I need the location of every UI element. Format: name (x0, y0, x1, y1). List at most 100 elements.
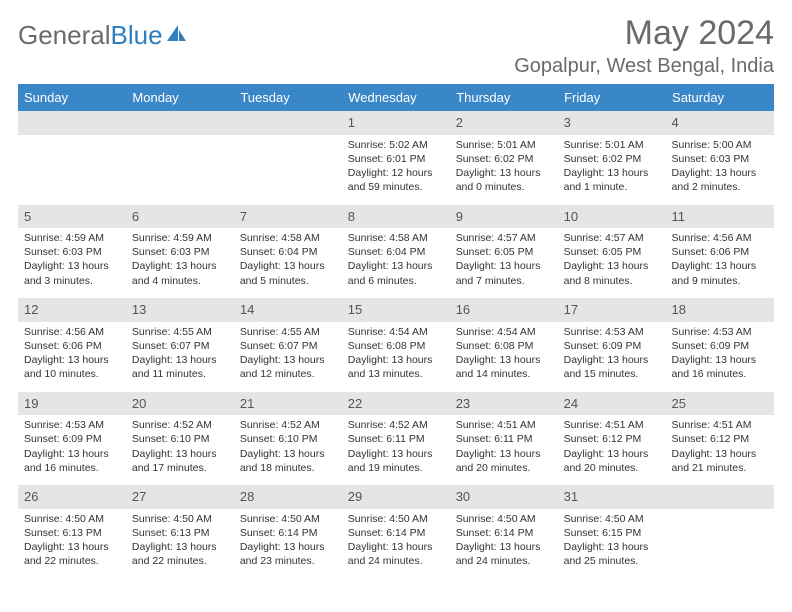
sunset-text: Sunset: 6:09 PM (564, 339, 660, 353)
day-data-cell: Sunrise: 5:01 AMSunset: 6:02 PMDaylight:… (450, 135, 558, 205)
sunset-text: Sunset: 6:15 PM (564, 526, 660, 540)
sunset-text: Sunset: 6:05 PM (564, 245, 660, 259)
sunrise-text: Sunrise: 4:55 AM (132, 325, 228, 339)
day-data-cell: Sunrise: 4:57 AMSunset: 6:05 PMDaylight:… (450, 228, 558, 298)
day-data-row: Sunrise: 5:02 AMSunset: 6:01 PM Daylight:… (18, 135, 774, 205)
sunset-text: Sunset: 6:09 PM (672, 339, 768, 353)
sunset-text: Sunset: 6:12 PM (672, 432, 768, 446)
day-number-cell (126, 111, 234, 135)
sunrise-text: Sunrise: 4:57 AM (456, 231, 552, 245)
sunrise-text: Sunrise: 4:58 AM (348, 231, 444, 245)
sunrise-text: Sunrise: 4:52 AM (132, 418, 228, 432)
day-data-cell: Sunrise: 4:52 AMSunset: 6:10 PMDaylight:… (234, 415, 342, 485)
sunrise-text: Sunrise: 4:54 AM (456, 325, 552, 339)
day-data-cell: Sunrise: 4:55 AMSunset: 6:07 PMDaylight:… (234, 322, 342, 392)
daylight-text: Daylight: 13 hours and 23 minutes. (240, 540, 336, 568)
logo-text-general: General (18, 20, 111, 51)
day-data-cell: Sunrise: 4:51 AMSunset: 6:12 PMDaylight:… (666, 415, 774, 485)
sunset-text: Sunset: 6:03 PM (672, 152, 768, 166)
day-data-cell: Sunrise: 4:59 AMSunset: 6:03 PMDaylight:… (18, 228, 126, 298)
day-number-cell: 12 (18, 298, 126, 322)
weekday-header-row: Sunday Monday Tuesday Wednesday Thursday… (18, 84, 774, 111)
sunrise-text: Sunrise: 5:01 AM (564, 138, 660, 152)
sunset-text: Sunset: 6:13 PM (24, 526, 120, 540)
day-data-cell: Sunrise: 4:53 AMSunset: 6:09 PMDaylight:… (18, 415, 126, 485)
day-number-cell: 25 (666, 392, 774, 416)
sunrise-text: Sunrise: 4:58 AM (240, 231, 336, 245)
sunrise-text: Sunrise: 4:59 AM (132, 231, 228, 245)
day-data-cell: Sunrise: 4:59 AMSunset: 6:03 PMDaylight:… (126, 228, 234, 298)
day-number-cell: 21 (234, 392, 342, 416)
day-number-cell: 31 (558, 485, 666, 509)
sunrise-text: Sunrise: 4:54 AM (348, 325, 444, 339)
day-data-row: Sunrise: 4:56 AMSunset: 6:06 PMDaylight:… (18, 322, 774, 392)
daylight-text: Daylight: 13 hours and 3 minutes. (24, 259, 120, 287)
sunset-text: Sunset: 6:06 PM (24, 339, 120, 353)
month-title: May 2024 (514, 14, 774, 53)
day-number-cell: 30 (450, 485, 558, 509)
day-data-cell: Sunrise: 4:50 AMSunset: 6:14 PMDaylight:… (342, 509, 450, 579)
daylight-text: Daylight: 13 hours and 25 minutes. (564, 540, 660, 568)
daylight-text: Daylight: 13 hours and 22 minutes. (132, 540, 228, 568)
day-number-cell: 20 (126, 392, 234, 416)
sunrise-text: Sunrise: 4:55 AM (240, 325, 336, 339)
day-number-row: 12131415161718 (18, 298, 774, 322)
day-data-cell: Sunrise: 4:58 AMSunset: 6:04 PMDaylight:… (342, 228, 450, 298)
day-data-cell: Sunrise: 4:52 AMSunset: 6:11 PMDaylight:… (342, 415, 450, 485)
sunset-text: Sunset: 6:09 PM (24, 432, 120, 446)
logo-text-blue: Blue (111, 20, 163, 51)
daylight-text: Daylight: 13 hours and 16 minutes. (24, 447, 120, 475)
day-data-cell: Sunrise: 4:50 AMSunset: 6:14 PMDaylight:… (234, 509, 342, 579)
day-number-cell: 11 (666, 205, 774, 229)
day-number-cell: 23 (450, 392, 558, 416)
daylight-text: Daylight: 13 hours and 7 minutes. (456, 259, 552, 287)
sunrise-text: Sunrise: 4:53 AM (24, 418, 120, 432)
sunrise-text: Sunrise: 4:50 AM (24, 512, 120, 526)
sunset-text: Sunset: 6:14 PM (456, 526, 552, 540)
daylight-text: Daylight: 13 hours and 5 minutes. (240, 259, 336, 287)
day-data-cell: Sunrise: 4:56 AMSunset: 6:06 PMDaylight:… (18, 322, 126, 392)
day-number-cell: 7 (234, 205, 342, 229)
day-data-cell (126, 135, 234, 205)
daylight-text: Daylight: 13 hours and 19 minutes. (348, 447, 444, 475)
day-data-cell: Sunrise: 4:58 AMSunset: 6:04 PMDaylight:… (234, 228, 342, 298)
daylight-text: Daylight: 13 hours and 6 minutes. (348, 259, 444, 287)
daylight-text: Daylight: 13 hours and 24 minutes. (348, 540, 444, 568)
day-data-cell (666, 509, 774, 579)
weekday-header: Friday (558, 84, 666, 111)
daylight-text: Daylight: 13 hours and 20 minutes. (564, 447, 660, 475)
daylight-text: Daylight: 13 hours and 13 minutes. (348, 353, 444, 381)
sunrise-text: Sunrise: 4:50 AM (240, 512, 336, 526)
sunrise-text: Sunrise: 4:53 AM (672, 325, 768, 339)
day-number-cell: 22 (342, 392, 450, 416)
day-number-cell: 24 (558, 392, 666, 416)
day-data-cell: Sunrise: 4:55 AMSunset: 6:07 PMDaylight:… (126, 322, 234, 392)
sunset-text: Sunset: 6:13 PM (132, 526, 228, 540)
weekday-header: Monday (126, 84, 234, 111)
daylight-text: Daylight: 13 hours and 14 minutes. (456, 353, 552, 381)
sunset-text: Sunset: 6:08 PM (456, 339, 552, 353)
sunrise-text: Sunrise: 4:50 AM (456, 512, 552, 526)
day-number-cell (18, 111, 126, 135)
sunset-text: Sunset: 6:03 PM (132, 245, 228, 259)
header: GeneralBlue May 2024 Gopalpur, West Beng… (18, 14, 774, 78)
day-data-cell: Sunrise: 4:52 AMSunset: 6:10 PMDaylight:… (126, 415, 234, 485)
weekday-header: Saturday (666, 84, 774, 111)
day-data-cell: Sunrise: 4:57 AMSunset: 6:05 PMDaylight:… (558, 228, 666, 298)
day-number-cell: 3 (558, 111, 666, 135)
daylight-text: Daylight: 13 hours and 21 minutes. (672, 447, 768, 475)
day-data-cell: Sunrise: 4:50 AMSunset: 6:14 PMDaylight:… (450, 509, 558, 579)
sunrise-text: Sunrise: 5:02 AM (348, 138, 444, 152)
logo-sail-icon (166, 20, 188, 51)
daylight-text: Daylight: 13 hours and 17 minutes. (132, 447, 228, 475)
daylight-text: Daylight: 13 hours and 2 minutes. (672, 166, 768, 194)
day-number-cell: 13 (126, 298, 234, 322)
sunset-text: Sunset: 6:08 PM (348, 339, 444, 353)
sunrise-text: Sunrise: 4:57 AM (564, 231, 660, 245)
logo: GeneralBlue (18, 14, 188, 51)
day-data-cell: Sunrise: 4:54 AMSunset: 6:08 PMDaylight:… (342, 322, 450, 392)
sunset-text: Sunset: 6:11 PM (456, 432, 552, 446)
sunset-text: Sunset: 6:07 PM (240, 339, 336, 353)
sunset-text: Sunset: 6:12 PM (564, 432, 660, 446)
sunset-text: Sunset: 6:01 PM (348, 152, 444, 166)
